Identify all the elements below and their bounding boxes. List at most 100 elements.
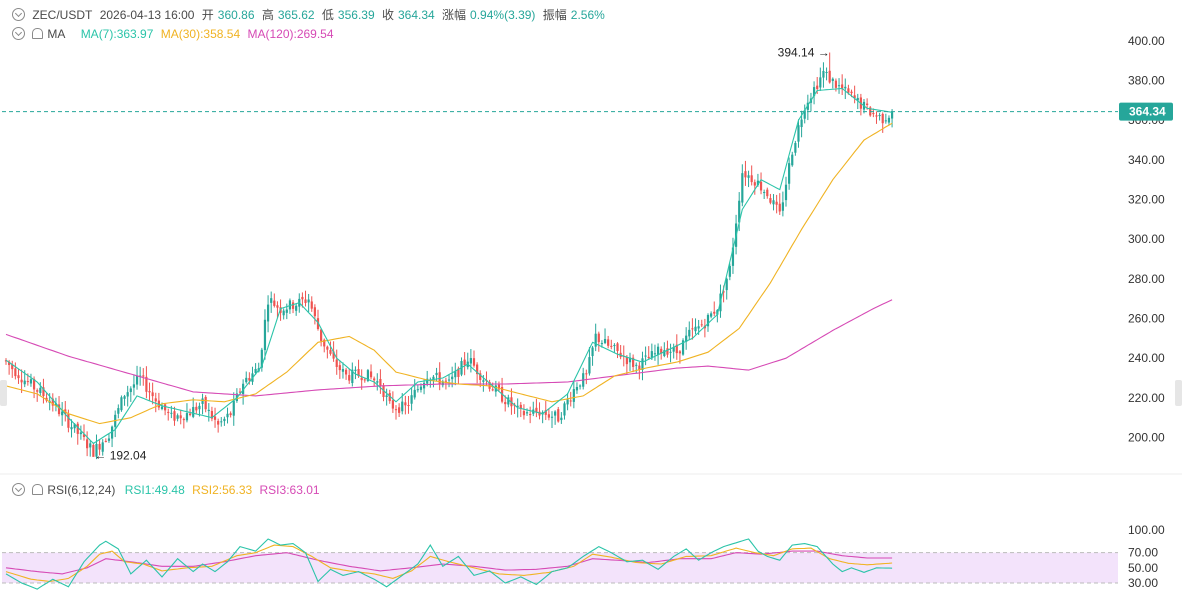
candle-body (185, 413, 189, 421)
left-scroll-handle[interactable] (0, 380, 7, 406)
candle-body (385, 395, 388, 397)
candle-body (753, 182, 756, 186)
candle-body (248, 378, 251, 381)
candle-body (285, 309, 288, 313)
amplitude-value: 2.56% (570, 8, 605, 22)
candle-body (341, 369, 345, 372)
candle-body (23, 380, 26, 385)
right-scroll-handle[interactable] (1175, 380, 1182, 406)
candle-body (591, 347, 594, 357)
candle-body (304, 299, 307, 303)
candle-body (887, 117, 891, 123)
price-tick-label: 280.00 (1128, 272, 1165, 286)
candle-body (360, 377, 363, 381)
candle-body (282, 310, 285, 316)
candle-body (320, 329, 323, 341)
last-price-label: 364.34 (1129, 105, 1166, 119)
bell-icon[interactable] (32, 28, 44, 39)
candle-body (625, 357, 628, 365)
candle-body (104, 440, 107, 442)
collapse-icon[interactable] (12, 8, 25, 21)
rsi3-value: RSI3:63.01 (259, 483, 320, 497)
candle-body (413, 389, 416, 398)
candle-body (276, 305, 279, 308)
ma120-line (5, 299, 893, 397)
candle-body (363, 379, 366, 381)
candle-body (129, 388, 132, 393)
candle-body (394, 409, 398, 411)
min-price-annotation: ← 192.04 (94, 448, 146, 462)
candle-body (744, 171, 747, 178)
candle-body (117, 408, 120, 414)
candle-body (850, 91, 853, 94)
candle-body (784, 184, 788, 201)
candle-body (404, 402, 407, 406)
candle-body (410, 395, 413, 404)
max-price-annotation: 394.14 → (778, 46, 830, 60)
candle-body (373, 378, 376, 381)
candle-body (685, 335, 688, 342)
candle-body (479, 373, 482, 380)
candle-body (441, 381, 444, 386)
candle-body (435, 372, 438, 376)
candle-body (881, 113, 884, 124)
candle-body (678, 351, 682, 354)
candle-body (242, 383, 245, 394)
candle-body (603, 338, 607, 344)
ma30-value: MA(30):358.54 (160, 27, 241, 41)
low-label: 低 (321, 8, 334, 22)
collapse-icon[interactable] (12, 483, 25, 496)
candle-body (82, 434, 86, 437)
candle-body (706, 314, 710, 327)
candle-body (507, 397, 510, 405)
candle-body (182, 419, 185, 421)
rsi1-line (5, 538, 893, 590)
candle-body (188, 413, 192, 416)
candle-body (616, 343, 619, 352)
candle-body (710, 313, 713, 317)
candle-body (14, 368, 17, 377)
ma7-value: MA(7):363.97 (80, 27, 154, 41)
candle-body (451, 376, 454, 380)
candle-body (635, 364, 638, 366)
candle-body (550, 416, 554, 418)
candle-body (560, 417, 563, 421)
candle-body (391, 400, 394, 409)
candle-body (778, 203, 781, 212)
rsi-label: RSI(6,12,24) (47, 483, 116, 497)
candle-body (313, 307, 316, 317)
candle-body (529, 413, 532, 416)
candle-body (713, 311, 716, 314)
rsi2-value: RSI2:56.33 (192, 483, 253, 497)
candle-body (763, 192, 766, 194)
bell-icon[interactable] (32, 484, 44, 495)
candle-body (160, 406, 164, 409)
candle-body (260, 349, 263, 368)
candle-body (672, 347, 675, 352)
price-tick-label: 300.00 (1128, 232, 1165, 246)
candle-body (67, 413, 70, 428)
ma-legend: MA MA(7):363.97 MA(30):358.54 MA(120):26… (12, 25, 338, 41)
amplitude-label: 振幅 (542, 8, 567, 22)
candle-body (775, 201, 778, 205)
candle-body (516, 405, 519, 407)
candle-body (201, 398, 204, 404)
collapse-icon[interactable] (12, 27, 25, 40)
candle-body (301, 296, 304, 300)
candle-body (54, 403, 58, 406)
datetime-label: 2026-04-13 16:00 (99, 8, 195, 22)
price-tick-label: 380.00 (1128, 74, 1165, 88)
candle-body (504, 402, 507, 405)
candle-body (123, 396, 126, 399)
candle-body (469, 358, 472, 364)
candle-body (32, 378, 36, 390)
candle-body (139, 375, 142, 377)
candle-body (819, 77, 822, 88)
change-label: 涨幅 (442, 8, 467, 22)
candle-body (232, 400, 235, 416)
candle-body (847, 88, 850, 93)
candle-body (422, 382, 426, 389)
candle-body (310, 301, 313, 309)
